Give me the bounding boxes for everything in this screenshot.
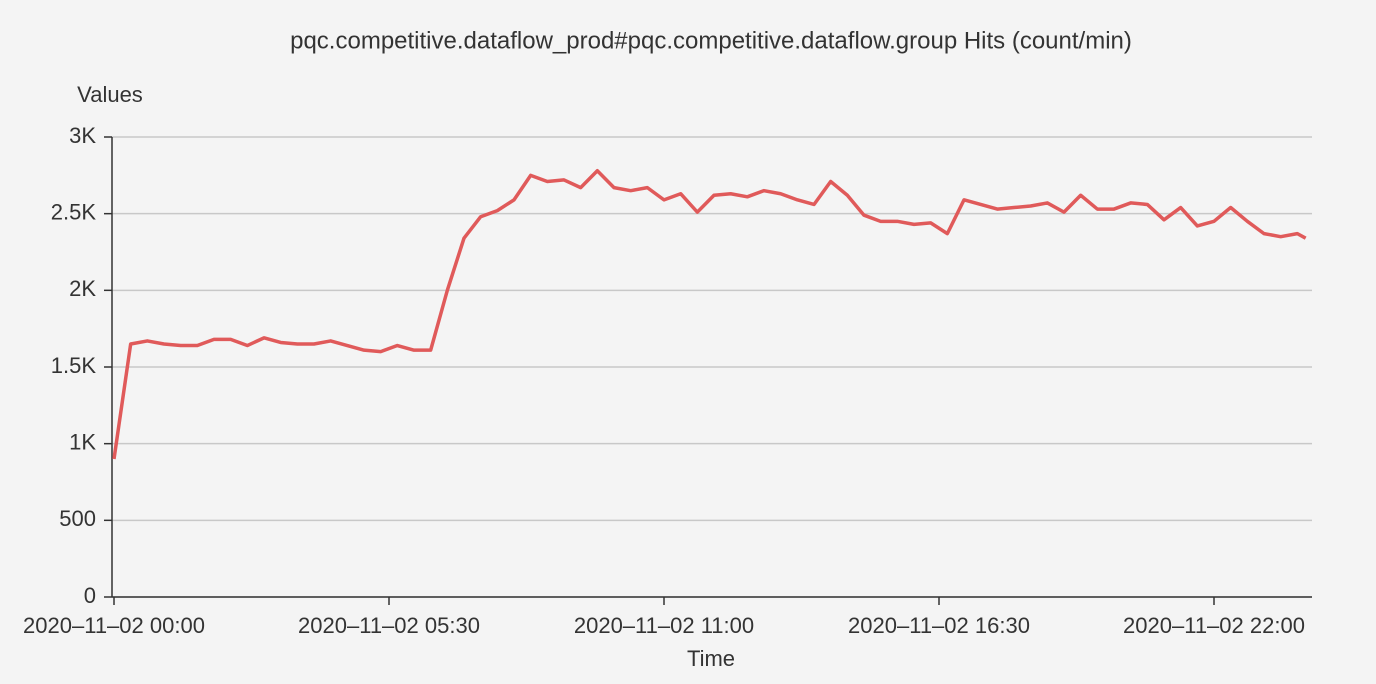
chart-title: pqc.competitive.dataflow_prod#pqc.compet… <box>290 27 1132 54</box>
data-line <box>112 168 1307 460</box>
y-tick-label: 3K <box>69 123 96 148</box>
y-tick-label: 1.5K <box>51 353 97 378</box>
y-tick-label: 500 <box>59 506 96 531</box>
y-tick-label: 1K <box>69 429 96 454</box>
x-tick-label: 2020–11–02 16:30 <box>848 613 1030 638</box>
y-tick-label: 2K <box>69 276 96 301</box>
x-tick-label: 2020–11–02 22:00 <box>1123 613 1305 638</box>
x-tick-label: 2020–11–02 11:00 <box>574 613 754 638</box>
x-tick-label: 2020–11–02 05:30 <box>298 613 480 638</box>
y-tick-label: 2.5K <box>51 199 97 224</box>
y-axis-label: Values <box>77 82 143 107</box>
y-tick-label: 0 <box>84 583 96 608</box>
x-axis-label: Time <box>687 646 735 671</box>
x-tick-label: 2020–11–02 00:00 <box>23 613 205 638</box>
